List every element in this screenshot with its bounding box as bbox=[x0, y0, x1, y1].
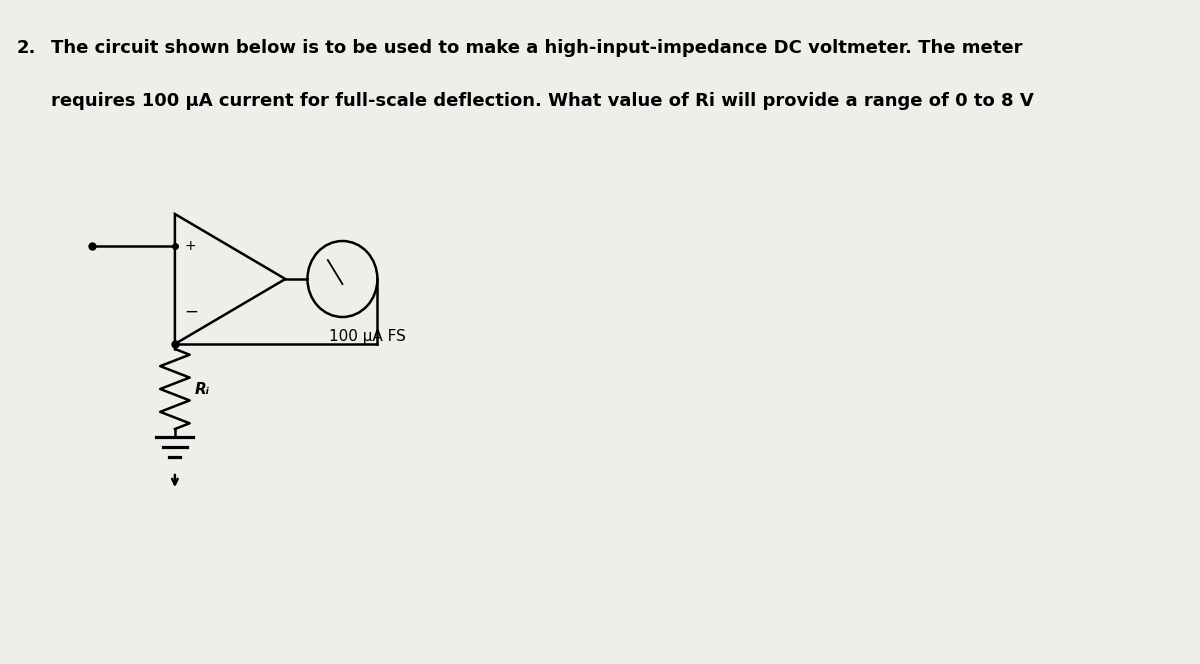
Text: The circuit shown below is to be used to make a high-input-impedance DC voltmete: The circuit shown below is to be used to… bbox=[50, 39, 1022, 57]
Text: requires 100 μA current for full-scale deflection. What value of Ri will provide: requires 100 μA current for full-scale d… bbox=[50, 92, 1033, 110]
Text: Rᵢ: Rᵢ bbox=[196, 382, 210, 396]
Text: 100 μA FS: 100 μA FS bbox=[329, 329, 406, 344]
Text: +: + bbox=[184, 239, 196, 253]
Text: 2.: 2. bbox=[17, 39, 36, 57]
Text: −: − bbox=[184, 303, 198, 321]
